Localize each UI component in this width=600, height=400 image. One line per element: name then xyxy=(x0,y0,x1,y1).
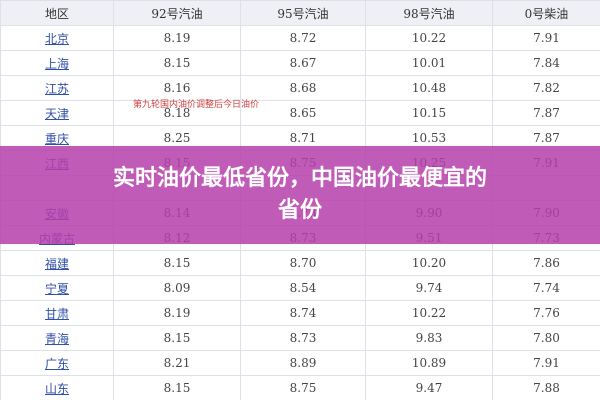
price-cell: 7.91 xyxy=(492,350,600,376)
price-cell: 9.47 xyxy=(365,375,493,400)
price-cell: 7.80 xyxy=(492,325,600,351)
table-row: 天津 8.18 8.65 10.15 7.87 xyxy=(0,100,600,126)
column-header: 95号汽油 xyxy=(240,0,366,26)
price-cell: 10.01 xyxy=(365,50,493,76)
region-cell: 山东 xyxy=(0,375,114,400)
region-cell: 天津 xyxy=(0,100,114,126)
price-cell: 9.83 xyxy=(365,325,493,351)
header-row: 地区 92号汽油 95号汽油 98号汽油 0号柴油 xyxy=(0,0,600,26)
price-cell: 8.15 xyxy=(113,325,241,351)
annotation: 第九轮国内油价调整后今日油价 xyxy=(133,100,260,110)
price-cell: 8.09 xyxy=(113,275,241,301)
table-row: 上海 8.15 8.67 10.01 7.84 xyxy=(0,50,600,76)
region-cell: 福建 xyxy=(0,250,114,276)
region-cell: 宁夏 xyxy=(0,275,114,301)
price-cell: 8.75 xyxy=(240,375,366,400)
price-cell: 8.15 xyxy=(113,50,241,76)
price-cell: 8.19 xyxy=(113,25,241,51)
price-cell: 8.54 xyxy=(240,275,366,301)
region-cell: 江苏 xyxy=(0,75,114,101)
price-cell: 10.15 xyxy=(365,100,493,126)
price-cell: 8.72 xyxy=(240,25,366,51)
price-cell: 7.74 xyxy=(492,275,600,301)
price-cell: 7.88 xyxy=(492,375,600,400)
price-cell: 7.87 xyxy=(492,100,600,126)
price-cell: 7.84 xyxy=(492,50,600,76)
region-cell: 广东 xyxy=(0,350,114,376)
table-row: 山东 8.15 8.75 9.47 7.88 xyxy=(0,375,600,400)
price-cell: 7.82 xyxy=(492,75,600,101)
region-cell: 上海 xyxy=(0,50,114,76)
price-cell: 8.67 xyxy=(240,50,366,76)
table-row: 北京 8.19 8.72 10.22 7.91 xyxy=(0,25,600,51)
price-cell: 7.91 xyxy=(492,25,600,51)
price-cell: 8.19 xyxy=(113,300,241,326)
banner-line: 省份 xyxy=(277,198,322,223)
banner-line: 实时油价最低省份，中国油价最便宜的 xyxy=(112,166,487,191)
price-cell: 8.15 xyxy=(113,250,241,276)
price-cell: 8.73 xyxy=(240,325,366,351)
price-cell: 10.22 xyxy=(365,300,493,326)
table-row: 广东 8.21 8.89 10.89 7.91 xyxy=(0,350,600,376)
price-cell: 7.76 xyxy=(492,300,600,326)
table-row: 宁夏 8.09 8.54 9.74 7.74 xyxy=(0,275,600,301)
price-cell: 8.68 xyxy=(240,75,366,101)
price-cell: 8.65 xyxy=(240,100,366,126)
table-row: 青海 8.15 8.73 9.83 7.80 xyxy=(0,325,600,351)
price-cell: 8.89 xyxy=(240,350,366,376)
column-header: 92号汽油 xyxy=(113,0,241,26)
table-row: 江苏 8.16 8.68 10.48 7.82 xyxy=(0,75,600,101)
price-cell: 9.74 xyxy=(365,275,493,301)
column-header: 0号柴油 xyxy=(492,0,600,26)
price-cell: 10.22 xyxy=(365,25,493,51)
region-cell: 青海 xyxy=(0,325,114,351)
banner: 实时油价最低省份，中国油价最便宜的 省份 xyxy=(0,146,600,244)
price-cell: 8.21 xyxy=(113,350,241,376)
price-cell: 7.86 xyxy=(492,250,600,276)
table-row: 甘肃 8.19 8.74 10.22 7.76 xyxy=(0,300,600,326)
region-cell: 甘肃 xyxy=(0,300,114,326)
price-cell: 10.48 xyxy=(365,75,493,101)
column-header: 地区 xyxy=(0,0,114,26)
price-cell: 10.89 xyxy=(365,350,493,376)
price-cell: 8.74 xyxy=(240,300,366,326)
region-cell: 北京 xyxy=(0,25,114,51)
table-row: 福建 8.15 8.70 10.20 7.86 xyxy=(0,250,600,276)
column-header: 98号汽油 xyxy=(365,0,493,26)
price-cell: 10.20 xyxy=(365,250,493,276)
price-cell: 8.70 xyxy=(240,250,366,276)
price-cell: 8.15 xyxy=(113,375,241,400)
